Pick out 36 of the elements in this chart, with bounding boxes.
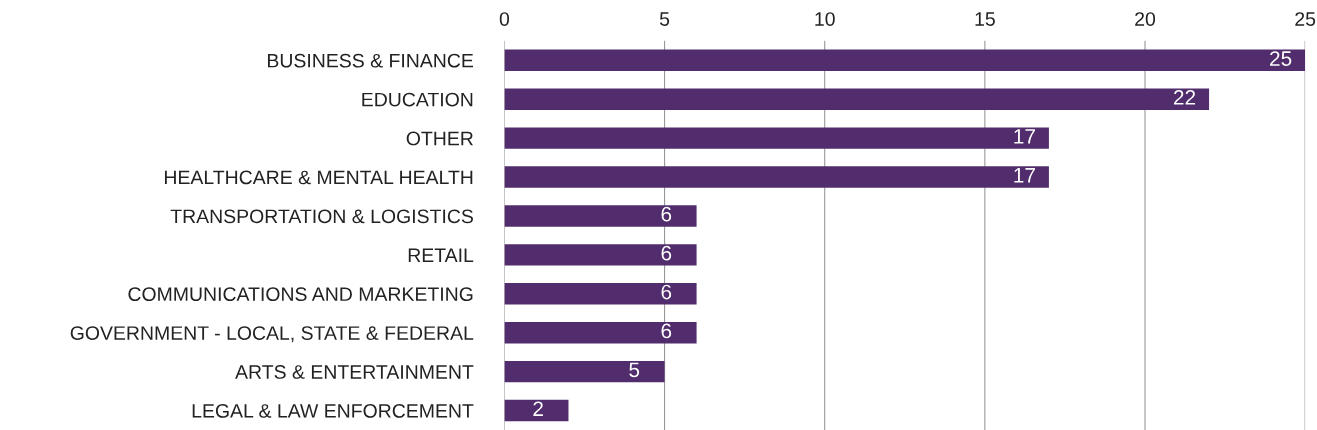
bar (504, 322, 697, 344)
y-tick-label: COMMUNICATIONS AND MARKETING (128, 287, 473, 302)
data-label: 2 (533, 401, 543, 416)
x-tick-label: 10 (815, 12, 835, 26)
y-tick-label: ARTS & ENTERTAINMENT (235, 365, 474, 379)
data-label: 25 (1270, 51, 1292, 66)
bar (504, 88, 1210, 110)
x-tick-label: 25 (1295, 12, 1316, 26)
bar (504, 244, 697, 266)
x-tick-label: 5 (659, 12, 670, 26)
y-tick-label: RETAIL (408, 248, 474, 262)
x-tick-label: 15 (975, 12, 995, 26)
y-tick-label: EDUCATION (362, 92, 473, 107)
y-tick-label: LEGAL & LAW ENFORCEMENT (192, 404, 474, 418)
bar (504, 283, 697, 305)
y-tick-label: HEALTHCARE & MENTAL HEALTH (164, 170, 473, 185)
data-label: 22 (1174, 90, 1196, 105)
y-tick-label: GOVERNMENT - LOCAL, STATE & FEDERAL (70, 326, 474, 343)
data-label: 6 (661, 245, 672, 261)
x-tick-label: 20 (1135, 12, 1156, 26)
bar (504, 360, 665, 383)
y-tick-label: BUSINESS & FINANCE (267, 53, 474, 68)
data-label: 6 (661, 323, 672, 339)
data-label: 5 (629, 362, 640, 378)
data-label: 6 (661, 206, 672, 222)
bar (504, 49, 1306, 72)
y-tick-label: TRANSPORTATION & LOGISTICS (170, 209, 473, 224)
bar (504, 205, 697, 227)
data-label: 6 (661, 284, 672, 300)
bar (504, 399, 569, 422)
bar (504, 166, 1049, 188)
bar (504, 127, 1049, 149)
data-label: 17 (1014, 129, 1035, 144)
x-tick-label: 0 (499, 12, 510, 26)
data-label: 17 (1014, 168, 1035, 183)
y-tick-label: OTHER (406, 131, 473, 146)
